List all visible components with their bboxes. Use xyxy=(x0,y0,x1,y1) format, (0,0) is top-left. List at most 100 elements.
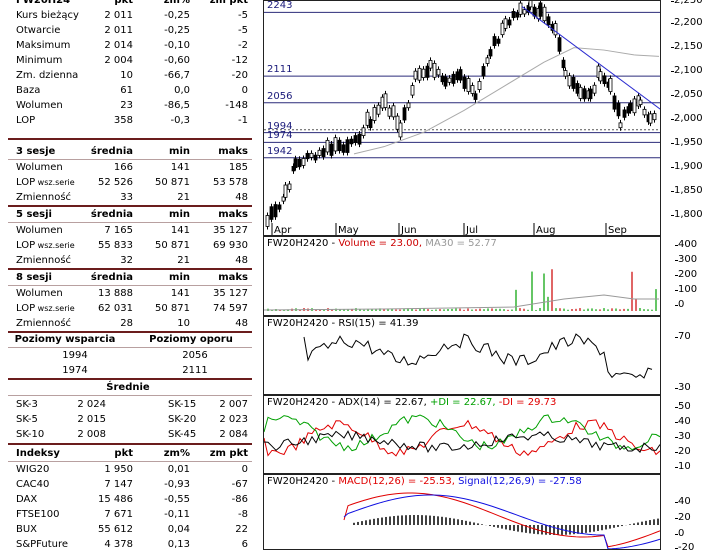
candle xyxy=(567,75,572,87)
divider xyxy=(8,285,252,286)
volume-title: FW20H2420 - Volume = 23.00, MA30 = 52.77 xyxy=(267,238,497,249)
candle xyxy=(406,102,411,109)
candle xyxy=(451,73,456,84)
index-row: FTSE100 7 671 -0,11 -8 xyxy=(0,507,256,522)
level-label: 2243 xyxy=(267,0,293,12)
y-tick-label: 2,050 xyxy=(671,89,724,100)
cell: S&PFuture xyxy=(16,539,69,550)
macd-line xyxy=(343,492,660,548)
candle xyxy=(488,49,493,57)
candle xyxy=(361,127,366,136)
candle xyxy=(557,37,562,52)
cell: maks xyxy=(218,209,248,220)
price-y-axis: 2,250 2,200 2,150 2,100 2,050 2,000 1,950 1,900… xyxy=(664,0,722,236)
level-label: 2056 xyxy=(267,90,293,102)
cell: 358 xyxy=(113,115,133,126)
average-row: SK-3 2 024 SK-15 2 007 xyxy=(0,397,256,412)
candle xyxy=(297,158,302,168)
price-chart[interactable]: 2243 2111 2056 1994 1974 1942 Apr May Jun Jul Aug S… xyxy=(263,0,661,236)
row-label: Zmienność xyxy=(16,255,72,266)
candle xyxy=(628,102,633,112)
cell: 2 004 xyxy=(104,55,133,66)
cell: -1 xyxy=(238,115,248,126)
support-title: Poziomy wsparcia xyxy=(14,334,116,345)
avg-label: SK-20 xyxy=(168,414,197,425)
macd-chart[interactable]: FW20H2420 - MACD(12,26) = -25.53, Signal… xyxy=(263,474,661,550)
candle xyxy=(313,154,318,161)
candle xyxy=(269,206,274,220)
trend-line xyxy=(521,6,660,110)
candle xyxy=(413,70,418,80)
candle xyxy=(511,11,516,19)
cell: 52 526 xyxy=(98,177,133,188)
cell: 61 xyxy=(120,85,133,96)
cell: średnia xyxy=(90,272,133,283)
candle xyxy=(561,59,566,69)
divider xyxy=(8,443,252,445)
y-tick-label: 40 xyxy=(675,416,724,427)
candle xyxy=(602,75,607,85)
row-label: Wolumen xyxy=(16,225,63,236)
cell: Minimum xyxy=(16,55,63,66)
month-label: Aug xyxy=(536,225,556,236)
cell: BUX xyxy=(16,524,38,535)
cell: 4 378 xyxy=(104,539,133,550)
support-level: 1994 xyxy=(62,350,88,361)
candle xyxy=(293,158,298,169)
cell: WIG20 xyxy=(16,464,50,475)
cell: 55 833 xyxy=(98,240,133,251)
candle xyxy=(575,83,580,94)
adx-chart[interactable]: FW20H2420 - ADX(14) = 22.67, +DI = 22.67… xyxy=(263,395,661,474)
candle xyxy=(368,119,373,129)
y-tick-label: 70 xyxy=(675,331,724,342)
divider xyxy=(8,378,252,380)
candle xyxy=(380,96,385,109)
cell: 166 xyxy=(113,162,133,173)
cell: min xyxy=(169,272,190,283)
y-tick-label: 300 xyxy=(675,254,724,265)
level-label: 2111 xyxy=(267,64,293,76)
index-row: DAX 15 486 -0,55 -86 xyxy=(0,492,256,507)
cell: 6 xyxy=(241,539,248,550)
cell: 55 612 xyxy=(98,524,133,535)
table-row: 55 833 50 871 69 930 LOP wsz.serie xyxy=(0,238,256,253)
moving-average-line xyxy=(353,47,660,155)
table-row: Baza 61 0,0 0 xyxy=(0,83,256,98)
avg-value: 2 024 xyxy=(77,399,106,410)
y-tick-label: 0 xyxy=(675,528,724,539)
cell: 7 165 xyxy=(104,225,133,236)
y-tick-label: 200 xyxy=(675,269,724,280)
cell: Maksimum xyxy=(16,40,71,51)
cell: -5 xyxy=(238,10,248,21)
table-row: 52 526 50 871 53 578 LOP wsz.serie xyxy=(0,175,256,190)
candle xyxy=(515,12,520,18)
candle xyxy=(432,62,437,78)
table-row: 7 165 141 35 127 Wolumen xyxy=(0,223,256,238)
cell: 0 xyxy=(241,464,248,475)
candle xyxy=(357,133,362,145)
cell: -20 xyxy=(231,70,248,81)
candle xyxy=(500,22,505,36)
candle xyxy=(481,66,486,77)
table-row: Otwarcie 2 011 -0,25 -5 xyxy=(0,23,256,38)
row-label: Zmienność xyxy=(16,192,72,203)
candle xyxy=(546,16,551,26)
cell: 2 011 xyxy=(104,10,133,21)
y-tick-label: 1,800 xyxy=(671,209,724,220)
cell: -0,3 xyxy=(170,115,190,126)
cell: 48 xyxy=(235,318,248,329)
candle xyxy=(376,104,381,115)
rsi-line xyxy=(303,333,653,379)
volume-chart[interactable]: FW20H2420 - Volume = 23.00, MA30 = 52.77 xyxy=(263,236,661,316)
candle xyxy=(372,107,377,121)
cell: min xyxy=(169,146,190,157)
row-label: LOP wsz.serie xyxy=(16,240,75,251)
macd-title: FW20H2420 - MACD(12,26) = -25.53, Signal… xyxy=(267,476,582,487)
candle xyxy=(592,84,597,94)
rsi-chart[interactable]: FW20H2420 - RSI(15) = 41.39 xyxy=(263,316,661,395)
candle xyxy=(387,107,392,117)
avg-value: 2 008 xyxy=(77,429,106,440)
cell: -0,25 xyxy=(164,25,190,36)
cell: 10 xyxy=(177,318,190,329)
cell: -0,55 xyxy=(164,494,190,505)
